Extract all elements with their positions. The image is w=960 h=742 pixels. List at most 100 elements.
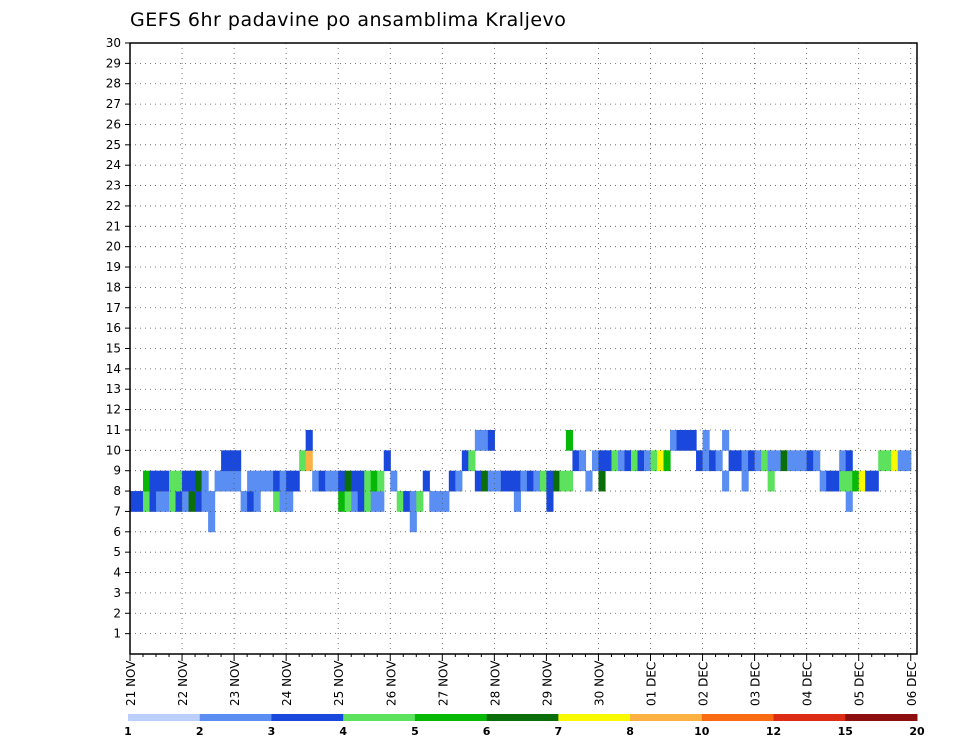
heatmap-cell — [292, 470, 300, 492]
heatmap-cell — [865, 470, 873, 492]
heatmap-cell — [813, 450, 821, 472]
heatmap-cell — [162, 470, 170, 492]
heatmap-cell — [227, 470, 235, 492]
x-tick-label: 22 NOV — [176, 660, 190, 706]
chart-title: GEFS 6hr padavine po ansamblima Kraljevo — [130, 9, 566, 31]
heatmap-cell — [735, 450, 743, 472]
y-tick-label: 9 — [113, 464, 121, 478]
legend-label: 10 — [694, 725, 710, 738]
x-tick-label: 21 NOV — [124, 660, 138, 706]
legend-swatch — [558, 714, 631, 721]
heatmap-cell — [442, 491, 450, 512]
heatmap-cell — [474, 470, 482, 492]
y-tick-label: 7 — [113, 504, 121, 518]
heatmap-cell — [305, 429, 313, 451]
legend-swatch — [701, 714, 775, 721]
x-tick-label: 23 NOV — [228, 660, 242, 706]
heatmap-cell — [871, 470, 879, 492]
heatmap-cell — [767, 470, 775, 492]
y-tick-label: 2 — [113, 606, 121, 620]
heatmap-cell — [175, 491, 183, 512]
x-tick-label: 03 DEC — [749, 662, 763, 706]
heatmap-cell — [806, 450, 814, 472]
heatmap-cell — [169, 491, 177, 512]
x-tick-label: 30 NOV — [592, 660, 606, 706]
heatmap-cell — [390, 470, 398, 492]
y-axis: 1234567891011121314151617181920212223242… — [106, 36, 130, 641]
heatmap-cell — [845, 450, 853, 472]
heatmap-cell — [552, 470, 561, 492]
heatmap-cell — [357, 491, 365, 512]
heatmap-cell — [800, 450, 808, 472]
legend-label: 5 — [411, 725, 419, 738]
heatmap-cell — [774, 450, 782, 472]
heatmap-cell — [286, 491, 294, 512]
heatmap-cell — [448, 470, 456, 492]
heatmap-cell — [839, 470, 847, 492]
legend-label: 1 — [124, 725, 132, 738]
heatmap-cell — [513, 470, 521, 492]
heatmap-cell — [273, 470, 281, 492]
heatmap-cell — [403, 491, 411, 512]
heatmap-cell — [533, 470, 541, 492]
heatmap-cell — [741, 470, 749, 492]
x-tick-label: 26 NOV — [384, 660, 398, 706]
heatmap-cell — [195, 491, 203, 512]
heatmap-cell — [338, 470, 346, 492]
heatmap-cell — [702, 429, 710, 451]
heatmap-cell — [143, 470, 151, 492]
legend-label: 15 — [838, 725, 853, 738]
legend-label: 8 — [626, 725, 634, 738]
grid-lines — [129, 42, 917, 654]
legend-swatch — [486, 714, 559, 721]
heatmap-cell — [546, 470, 554, 492]
y-tick-label: 25 — [106, 138, 121, 152]
heatmap-cell — [852, 470, 860, 492]
heatmap-cell — [208, 511, 216, 533]
heatmap-cell — [149, 470, 157, 492]
heatmap-cell — [227, 450, 235, 472]
heatmap-cell — [643, 450, 652, 472]
heatmap-cell — [604, 450, 613, 472]
heatmap-cell — [234, 450, 242, 472]
heatmap-cell — [188, 470, 196, 492]
x-tick-label: 02 DEC — [697, 662, 711, 706]
heatmap-cell — [487, 429, 495, 451]
heatmap-cell — [780, 450, 788, 472]
heatmap-cell — [416, 491, 424, 512]
heatmap-cell — [240, 491, 248, 512]
heatmap-cell — [702, 450, 710, 472]
legend-swatch — [343, 714, 416, 721]
heatmap-cell — [234, 470, 242, 492]
heatmap-cell — [364, 491, 372, 512]
heatmap-cell — [897, 450, 905, 472]
x-tick-label: 27 NOV — [436, 660, 450, 706]
heatmap-cell — [559, 470, 567, 492]
heatmap-cell — [383, 450, 391, 472]
heatmap-cell — [260, 470, 268, 492]
heatmap-cell — [819, 470, 827, 492]
y-tick-label: 22 — [106, 199, 121, 213]
heatmap-cell — [247, 491, 255, 512]
heatmap-cell — [247, 470, 255, 492]
heatmap-cell — [201, 491, 209, 512]
heatmap-cell — [130, 491, 138, 512]
heatmap-cell — [630, 450, 639, 472]
y-tick-label: 27 — [106, 97, 121, 111]
y-tick-label: 26 — [106, 117, 121, 131]
heatmap-cell — [169, 470, 177, 492]
y-tick-label: 13 — [106, 382, 121, 396]
heatmap-cell — [455, 470, 463, 492]
legend-label: 2 — [196, 725, 204, 738]
y-tick-label: 28 — [106, 77, 121, 91]
heatmap-cell — [461, 450, 469, 472]
y-tick-label: 29 — [106, 56, 121, 70]
heatmap-cell — [754, 450, 762, 472]
heatmap-cell — [494, 470, 502, 492]
y-tick-label: 30 — [106, 36, 121, 50]
heatmap-cell — [904, 450, 912, 472]
heatmap-cell — [507, 470, 515, 492]
heatmap-cell — [585, 470, 593, 492]
legend-label: 20 — [909, 725, 925, 738]
